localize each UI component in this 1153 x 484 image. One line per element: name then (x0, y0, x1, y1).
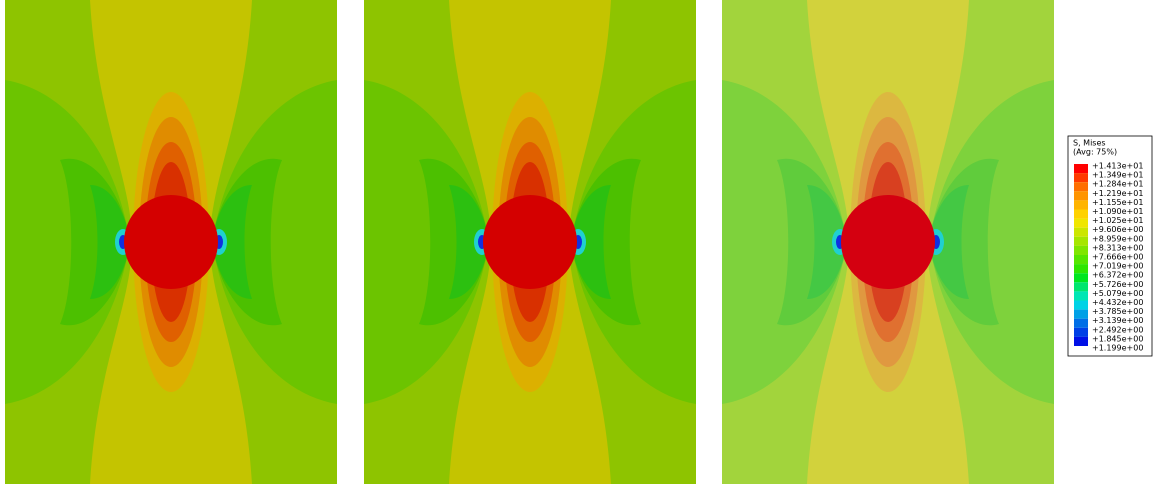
legend-swatch (1074, 182, 1088, 192)
contour-plot (722, 0, 1054, 484)
legend-swatch (1074, 200, 1088, 210)
lobe (929, 80, 1054, 404)
legend-title: S, Mises (1073, 139, 1106, 148)
legend-swatch (1074, 273, 1088, 283)
legend-swatch (1074, 264, 1088, 274)
legend-label: +3.785e+00 (1092, 307, 1143, 316)
legend-swatch (1074, 336, 1088, 346)
lobe (929, 185, 969, 299)
legend-label: +1.199e+00 (1092, 344, 1143, 353)
legend-label: +1.845e+00 (1092, 334, 1143, 343)
legend-label: +1.413e+01 (1092, 162, 1143, 171)
hole-region (841, 195, 935, 289)
lobe (449, 185, 489, 299)
contour-plot (364, 0, 696, 484)
legend-label: +1.284e+01 (1092, 180, 1143, 189)
legend-swatch (1074, 209, 1088, 219)
legend-swatch (1074, 227, 1088, 237)
hole-region (124, 195, 218, 289)
lobe (571, 80, 696, 404)
lobe (90, 185, 130, 299)
legend-swatch (1074, 318, 1088, 328)
legend: S, Mises (Avg: 75%) +1.413e+01+1.349e+01… (1067, 135, 1153, 357)
hole-region (483, 195, 577, 289)
legend-label: +1.155e+01 (1092, 198, 1143, 207)
legend-label: +1.219e+01 (1092, 189, 1143, 198)
legend-label: +7.019e+00 (1092, 262, 1143, 271)
legend-swatch (1074, 173, 1088, 183)
legend-swatch (1074, 300, 1088, 310)
legend-label: +8.313e+00 (1092, 243, 1143, 252)
legend-swatch (1074, 255, 1088, 265)
legend-swatch (1074, 164, 1088, 174)
contour-plot (5, 0, 337, 484)
legend-swatch (1074, 218, 1088, 228)
legend-swatch (1074, 327, 1088, 337)
legend-swatch (1074, 245, 1088, 255)
lobe (212, 185, 252, 299)
legend-label: +1.090e+01 (1092, 207, 1143, 216)
legend-subtitle: (Avg: 75%) (1073, 148, 1117, 157)
legend-swatch (1074, 291, 1088, 301)
legend-label: +9.606e+00 (1092, 225, 1143, 234)
legend-swatch (1074, 191, 1088, 201)
legend-label: +5.079e+00 (1092, 289, 1143, 298)
legend-label: +6.372e+00 (1092, 271, 1143, 280)
legend-label: +1.349e+01 (1092, 171, 1143, 180)
legend-label: +8.959e+00 (1092, 234, 1143, 243)
lobe (571, 185, 611, 299)
legend-label: +2.492e+00 (1092, 325, 1143, 334)
legend-label: +1.025e+01 (1092, 216, 1143, 225)
legend-label: +7.666e+00 (1092, 253, 1143, 262)
legend-label: +5.726e+00 (1092, 280, 1143, 289)
contour-plots (5, 0, 1054, 484)
legend-swatch (1074, 236, 1088, 246)
legend-label: +3.139e+00 (1092, 316, 1143, 325)
legend-swatch (1074, 282, 1088, 292)
lobe (807, 185, 847, 299)
lobe (364, 80, 489, 404)
legend-swatch (1074, 309, 1088, 319)
legend-label: +4.432e+00 (1092, 298, 1143, 307)
lobe (212, 80, 337, 404)
lobe (5, 80, 130, 404)
lobe (722, 80, 847, 404)
